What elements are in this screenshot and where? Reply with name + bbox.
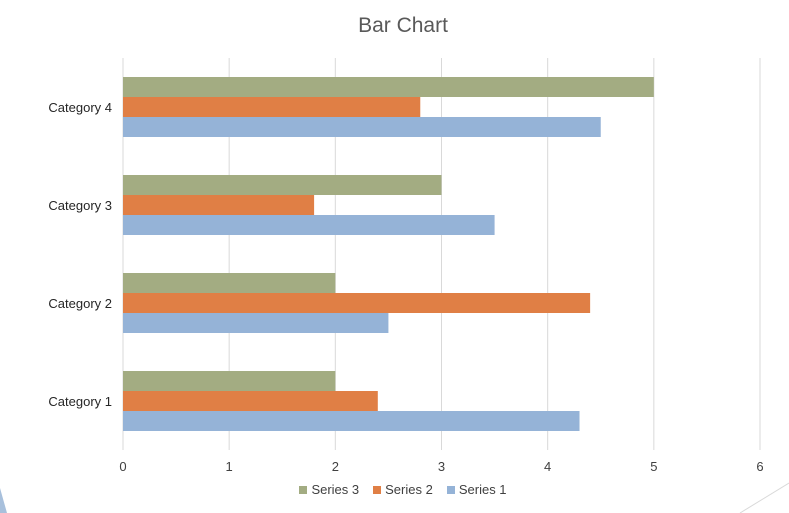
legend-swatch bbox=[446, 485, 455, 494]
legend-label: Series 1 bbox=[458, 482, 507, 497]
bar-series-3 bbox=[123, 273, 336, 293]
bar-series-1 bbox=[123, 117, 601, 137]
category-label: Category 4 bbox=[48, 100, 112, 115]
legend-swatch bbox=[299, 485, 308, 494]
x-tick-label: 1 bbox=[226, 459, 233, 474]
bar-series-1 bbox=[123, 215, 495, 235]
bar-series-3 bbox=[123, 175, 442, 195]
legend-item: Series 3 bbox=[299, 482, 359, 497]
bar-series-1 bbox=[123, 411, 580, 431]
category-label: Category 1 bbox=[48, 394, 112, 409]
category-label: Category 2 bbox=[48, 296, 112, 311]
bar-series-3 bbox=[123, 77, 654, 97]
legend-label: Series 2 bbox=[385, 482, 433, 497]
x-tick-label: 2 bbox=[332, 459, 339, 474]
x-tick-label: 5 bbox=[650, 459, 657, 474]
legend-item: Series 2 bbox=[373, 482, 433, 497]
legend: Series 3 Series 2 Series 1 bbox=[0, 482, 789, 497]
chart-title: Bar Chart bbox=[358, 14, 448, 37]
slide-accent-left bbox=[0, 488, 7, 513]
legend-swatch bbox=[373, 485, 382, 494]
legend-label: Series 3 bbox=[311, 482, 360, 497]
x-tick-label: 6 bbox=[756, 459, 763, 474]
bar-series-2 bbox=[123, 293, 591, 313]
category-label: Category 3 bbox=[48, 198, 112, 213]
bar-series-2 bbox=[123, 391, 378, 411]
x-tick-label: 3 bbox=[438, 459, 445, 474]
bar-series-1 bbox=[123, 313, 389, 333]
legend-item: Series 1 bbox=[446, 482, 507, 497]
slide-accent-right bbox=[739, 482, 789, 513]
x-tick-label: 4 bbox=[544, 459, 551, 474]
bar-series-3 bbox=[123, 371, 336, 391]
bar-series-2 bbox=[123, 195, 315, 215]
x-tick-label: 0 bbox=[119, 459, 126, 474]
bar-series-2 bbox=[123, 97, 421, 117]
